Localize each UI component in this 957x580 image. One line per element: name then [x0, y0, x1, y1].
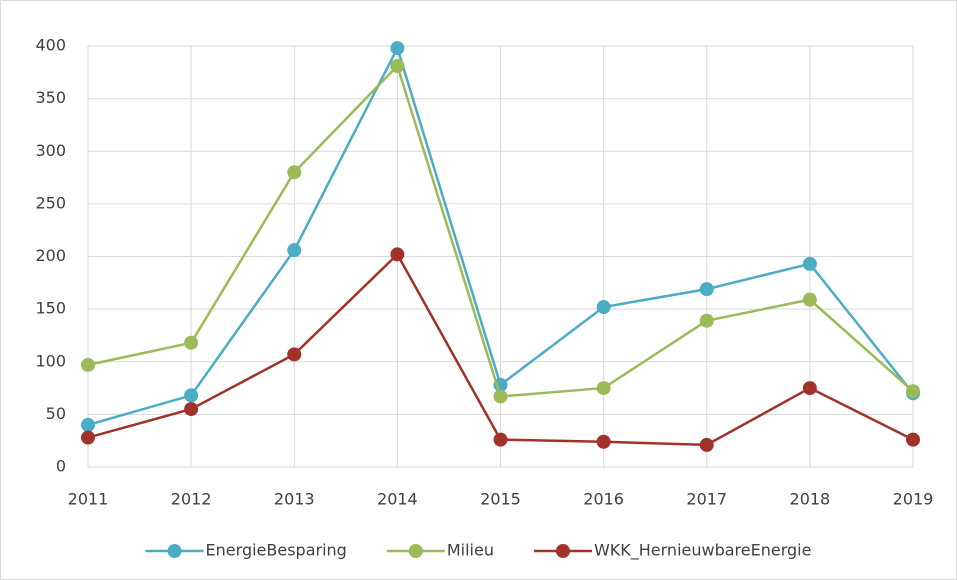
data-point [287, 243, 302, 258]
data-point [699, 282, 714, 297]
data-point [81, 430, 95, 445]
y-tick-label: 300 [35, 141, 66, 160]
data-point [802, 381, 817, 396]
data-point [184, 402, 199, 417]
y-tick-label: 400 [35, 36, 66, 55]
legend-label: Milieu [447, 541, 494, 560]
data-point [596, 434, 611, 449]
x-tick-label: 2015 [480, 490, 521, 509]
legend-marker [167, 544, 182, 558]
data-point [184, 388, 199, 403]
x-tick-label: 2019 [893, 490, 934, 509]
y-tick-label: 100 [35, 351, 66, 370]
legend-item: WKK_HernieuwbareEnergie [533, 541, 812, 561]
legend-marker [555, 544, 570, 558]
x-tick-label: 2017 [686, 490, 727, 509]
y-tick-label: 350 [35, 88, 66, 107]
data-point [596, 381, 611, 396]
data-point [390, 58, 405, 73]
x-tick-label: 2014 [377, 490, 418, 509]
data-point [184, 335, 199, 350]
data-point [802, 292, 817, 307]
data-point [596, 300, 611, 315]
data-point [699, 437, 714, 452]
data-point [906, 432, 920, 447]
x-tick-label: 2018 [790, 490, 831, 509]
data-point [390, 41, 405, 56]
data-point [81, 357, 95, 372]
legend-marker [408, 544, 423, 558]
legend-label: EnergieBesparing [206, 541, 347, 560]
data-point [906, 384, 920, 399]
data-point [287, 165, 302, 180]
y-tick-label: 0 [56, 457, 66, 476]
data-point [493, 432, 508, 447]
data-point [81, 417, 95, 432]
x-tick-label: 2011 [68, 490, 109, 509]
data-point [802, 256, 817, 271]
data-point [699, 313, 714, 328]
legend-label: WKK_HernieuwbareEnergie [594, 541, 812, 561]
y-tick-label: 200 [35, 246, 66, 265]
x-tick-label: 2016 [583, 490, 624, 509]
x-tick-label: 2013 [274, 490, 315, 509]
data-point [390, 247, 405, 262]
data-point [287, 347, 302, 362]
x-tick-label: 2012 [171, 490, 212, 509]
data-point [493, 389, 508, 404]
y-tick-label: 50 [46, 404, 66, 423]
legend-item: EnergieBesparing [145, 541, 347, 560]
y-tick-label: 150 [35, 299, 66, 318]
legend-item: Milieu [386, 541, 494, 560]
y-tick-label: 250 [35, 193, 66, 212]
